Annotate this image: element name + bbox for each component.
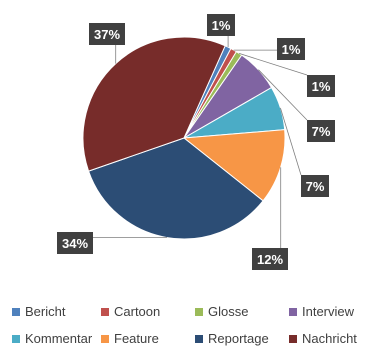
legend-swatch-glosse: [195, 307, 203, 316]
data-label-glosse: 1%: [307, 75, 335, 97]
data-label-box-cartoon: [277, 38, 305, 60]
legend-label-reportage: Reportage: [208, 331, 269, 346]
legend-item-kommentar[interactable]: Kommentar: [12, 331, 92, 346]
legend-label-nachricht: Nachricht: [302, 331, 357, 346]
legend-swatch-nachricht: [289, 334, 297, 343]
legend-item-interview[interactable]: Interview: [289, 304, 354, 319]
data-label-interview: 7%: [307, 120, 335, 142]
legend-swatch-cartoon: [101, 307, 109, 316]
legend-label-glosse: Glosse: [208, 304, 249, 319]
data-label-feature: 12%: [252, 248, 288, 270]
legend-label-bericht: Bericht: [25, 304, 66, 319]
legend-item-feature[interactable]: Feature: [101, 331, 159, 346]
legend-swatch-bericht: [12, 307, 20, 316]
data-label-text-reportage: 34%: [62, 236, 88, 251]
data-label-cartoon: 1%: [277, 38, 305, 60]
data-label-nachricht: 37%: [89, 23, 125, 45]
leader-lines: [93, 36, 308, 248]
pie-slice-reportage[interactable]: [87, 137, 264, 240]
data-label-text-feature: 12%: [257, 252, 283, 267]
data-label-reportage: 34%: [57, 232, 93, 254]
data-label-text-kommentar: 7%: [306, 179, 325, 194]
data-label-text-glosse: 1%: [312, 79, 331, 94]
data-label-box-reportage: [57, 232, 93, 254]
data-label-kommentar: 7%: [301, 175, 329, 197]
leader-line-interview: [258, 69, 308, 121]
data-label-text-interview: 7%: [312, 124, 331, 139]
legend-swatch-kommentar: [12, 334, 20, 343]
legend-swatch-interview: [289, 307, 297, 316]
legend-item-cartoon[interactable]: Cartoon: [101, 304, 160, 319]
data-label-box-kommentar: [301, 175, 329, 197]
legend-label-feature: Feature: [114, 331, 159, 346]
leader-line-kommentar: [280, 107, 302, 176]
legend-label-interview: Interview: [302, 304, 355, 319]
data-labels: 1% 1% 1% 7% 7% 12% 34% 37%: [57, 14, 335, 270]
leader-line-glosse: [238, 53, 308, 76]
legend-label-cartoon: Cartoon: [114, 304, 161, 319]
pie-slices: [82, 36, 286, 240]
pie-slice-feature[interactable]: [182, 129, 286, 202]
data-label-box-nachricht: [89, 23, 125, 45]
pie-slice-nachricht[interactable]: [82, 36, 226, 172]
legend-swatch-feature: [101, 334, 109, 343]
data-label-box-interview: [307, 120, 335, 142]
data-label-text-bericht: 1%: [212, 18, 231, 33]
data-label-text-cartoon: 1%: [282, 42, 301, 57]
data-label-bericht: 1%: [207, 14, 235, 36]
legend-item-bericht[interactable]: Bericht: [12, 304, 65, 319]
data-label-box-glosse: [307, 75, 335, 97]
data-label-box-feature: [252, 248, 288, 270]
legend-item-nachricht[interactable]: Nachricht: [289, 331, 357, 346]
legend-swatch-reportage: [195, 334, 203, 343]
legend-item-glosse[interactable]: Glosse: [195, 304, 248, 319]
data-label-text-nachricht: 37%: [94, 27, 120, 42]
data-label-box-bericht: [207, 14, 235, 36]
legend-label-kommentar: Kommentar: [25, 331, 93, 346]
legend-item-reportage[interactable]: Reportage: [195, 331, 269, 346]
